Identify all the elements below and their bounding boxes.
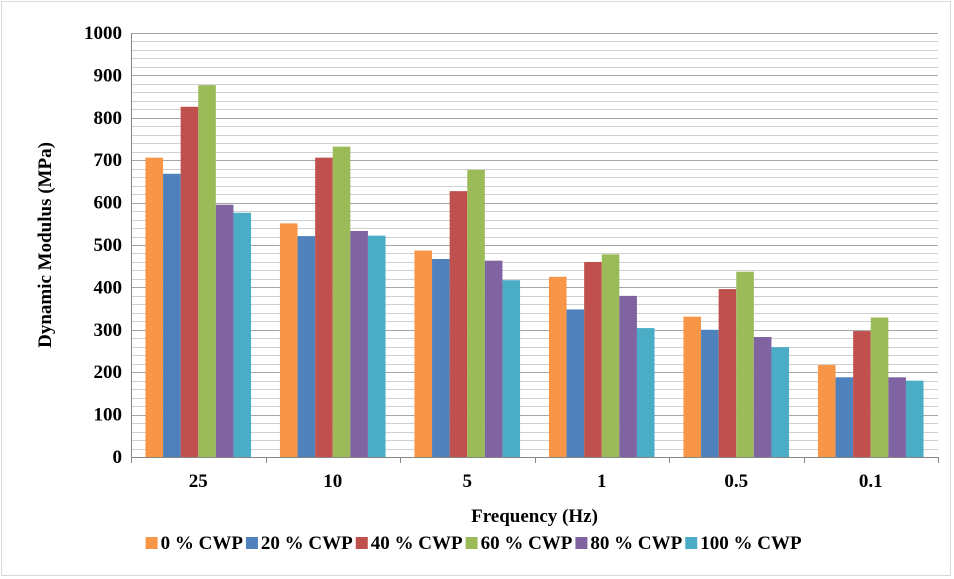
y-tick-label: 1000 — [84, 23, 122, 44]
legend-swatch — [145, 537, 158, 549]
x-tick-label: 1 — [597, 471, 607, 492]
bar-0-cwp-1 — [548, 276, 567, 457]
x-tick-label: 0.5 — [724, 471, 748, 492]
y-tick-labels: 0 100 200 300 400 500 600 700 800 900 1000 — [84, 23, 122, 468]
bar-80-cwp-5 — [484, 260, 503, 457]
x-tick-label: 25 — [189, 471, 208, 492]
bar-60-cwp-1 — [601, 254, 620, 457]
x-tick-label: 10 — [323, 471, 342, 492]
bar-40-cwp-25 — [180, 106, 199, 457]
bar-40-cwp-1 — [584, 261, 602, 457]
bar-80-cwp-0_1 — [888, 377, 906, 457]
legend-swatch — [355, 537, 368, 549]
y-tick-label: 800 — [94, 108, 123, 129]
x-tick-label: 0.1 — [859, 471, 883, 492]
bar-0-cwp-5 — [414, 250, 433, 457]
bar-40-cwp-0_1 — [853, 331, 871, 457]
x-axis-title: Frequency (Hz) — [471, 506, 598, 527]
legend-label: 100 % CWP — [700, 533, 802, 554]
x-tick-label: 5 — [463, 471, 473, 492]
y-tick-label: 200 — [94, 362, 123, 383]
bar-40-cwp-5 — [449, 191, 468, 457]
bar-20-cwp-10 — [297, 236, 316, 457]
legend-swatch — [245, 537, 258, 549]
bar-100-cwp-1 — [636, 328, 655, 457]
legend-label: 0 % CWP — [161, 533, 244, 554]
bar-60-cwp-10 — [332, 146, 351, 457]
bar-20-cwp-0_1 — [835, 377, 854, 457]
bar-100-cwp-0_1 — [905, 380, 924, 457]
x-tick-labels: 25 10 5 1 0.5 0.1 — [189, 471, 883, 492]
bar-80-cwp-0_5 — [753, 337, 772, 457]
legend-item: 60 % CWP — [465, 533, 573, 554]
legend-item: 20 % CWP — [245, 533, 353, 554]
legend-label: 40 % CWP — [371, 533, 463, 554]
bar-100-cwp-10 — [367, 235, 386, 457]
y-tick-label: 600 — [94, 193, 123, 214]
bar-20-cwp-5 — [432, 258, 450, 457]
bar-60-cwp-5 — [467, 169, 485, 457]
bar-20-cwp-25 — [163, 173, 181, 457]
y-tick-label: 700 — [94, 150, 123, 171]
bar-0-cwp-10 — [279, 223, 298, 457]
bar-80-cwp-10 — [350, 231, 368, 457]
legend-label: 20 % CWP — [261, 533, 353, 554]
bar-0-cwp-0_5 — [683, 316, 702, 457]
y-tick-label: 900 — [94, 65, 123, 86]
legend-item: 0 % CWP — [145, 533, 244, 554]
y-tick-label: 0 — [113, 447, 123, 468]
bar-80-cwp-1 — [619, 295, 637, 457]
gridlines — [131, 33, 938, 458]
legend-item: 40 % CWP — [355, 533, 463, 554]
bar-60-cwp-25 — [198, 85, 216, 458]
y-tick-label: 500 — [94, 235, 123, 256]
bar-100-cwp-5 — [502, 280, 521, 457]
bars — [145, 85, 924, 458]
bar-20-cwp-1 — [566, 309, 585, 457]
y-tick-label: 400 — [94, 277, 123, 298]
bar-80-cwp-25 — [215, 204, 234, 457]
axes — [131, 33, 939, 463]
legend-label: 80 % CWP — [590, 533, 682, 554]
legend-item: 80 % CWP — [575, 533, 683, 554]
bar-0-cwp-25 — [145, 157, 164, 457]
bar-20-cwp-0_5 — [701, 329, 719, 457]
bar-60-cwp-0_5 — [736, 271, 754, 457]
bar-100-cwp-0_5 — [771, 347, 790, 457]
legend-item: 100 % CWP — [685, 533, 802, 554]
legend-swatch — [465, 537, 478, 549]
legend-label: 60 % CWP — [481, 533, 573, 554]
legend-swatch — [685, 537, 698, 549]
legend-swatch — [575, 537, 588, 549]
bar-100-cwp-25 — [233, 212, 252, 457]
bar-60-cwp-0_1 — [870, 317, 889, 457]
bar-40-cwp-0_5 — [718, 289, 737, 457]
bar-40-cwp-10 — [315, 157, 333, 457]
y-tick-label: 100 — [94, 405, 123, 426]
bar-0-cwp-0_1 — [817, 364, 836, 457]
y-tick-label: 300 — [94, 320, 123, 341]
legend: 0 % CWP 20 % CWP 40 % CWP 60 % CWP 80 % CWP 1… — [145, 533, 802, 554]
y-axis-title: Dynamic Modulus (MPa) — [35, 142, 56, 348]
